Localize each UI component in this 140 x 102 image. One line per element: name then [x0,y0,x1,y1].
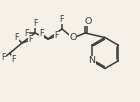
Text: F: F [11,55,16,64]
Text: O: O [69,33,77,43]
Text: F: F [39,29,44,38]
Text: O: O [85,17,92,26]
Text: F: F [28,35,33,44]
Text: F: F [54,32,59,40]
Text: F: F [60,15,64,24]
Text: F: F [14,33,19,43]
Text: F: F [33,19,37,28]
Text: F: F [24,28,29,38]
Text: F: F [1,54,6,63]
Text: N: N [88,56,95,65]
